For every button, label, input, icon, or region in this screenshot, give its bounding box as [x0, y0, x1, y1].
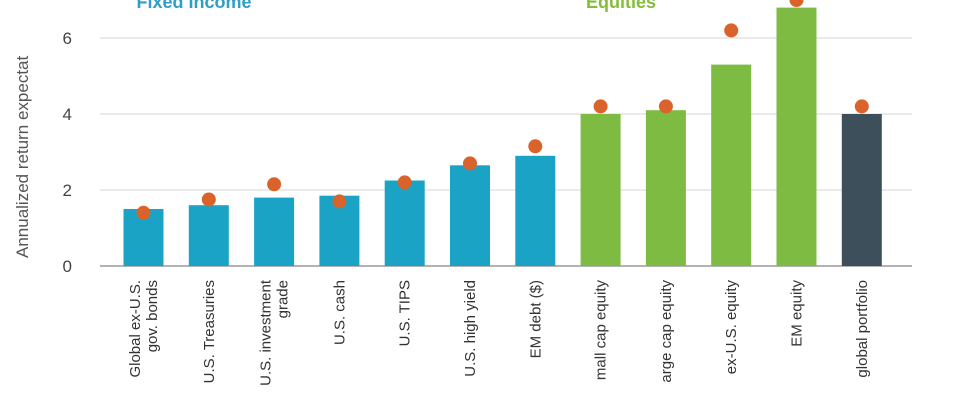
marker — [463, 156, 477, 171]
marker — [397, 175, 412, 190]
x-tick-label: gov. bonds — [144, 280, 161, 352]
marker — [201, 192, 216, 207]
marker — [658, 99, 673, 114]
y-tick-label: 2 — [63, 181, 72, 200]
x-tick-label: global portfolio — [854, 280, 871, 378]
bar — [188, 205, 229, 266]
bar — [711, 64, 752, 266]
x-tick-label: EM equity — [789, 280, 806, 347]
x-tick-label: grade — [275, 280, 292, 318]
y-tick-labels: 0 2 4 6 — [63, 29, 72, 276]
x-tick-label: U.S. Treasuries — [201, 280, 218, 383]
x-tick-label: U.S. cash — [331, 280, 348, 345]
marker — [854, 99, 869, 114]
group-label-equities: Equities — [586, 0, 656, 12]
bars — [123, 7, 882, 266]
x-tick-label: Global ex-U.S. — [127, 280, 144, 378]
bar — [254, 197, 295, 266]
y-tick-label: 4 — [63, 105, 72, 124]
x-tick-label: EM debt ($) — [527, 280, 544, 358]
marker — [267, 177, 282, 192]
x-tick-label: ex-U.S. equity — [723, 280, 740, 375]
bar — [580, 114, 621, 266]
group-label-fixed-income: Fixed Income — [136, 0, 251, 12]
markers — [136, 0, 869, 220]
y-axis-label: Annualized return expectat — [13, 55, 32, 258]
marker — [593, 99, 608, 114]
marker — [724, 23, 739, 38]
x-tick-labels: Global ex-U.S. gov. bonds U.S. Treasuries U… — [127, 279, 871, 386]
x-tick-label: U.S. high yield — [462, 280, 479, 377]
bar — [515, 155, 556, 266]
bar — [776, 7, 817, 266]
y-tick-label: 0 — [63, 257, 72, 276]
x-tick-label: arge cap equity — [658, 280, 675, 383]
bar — [645, 110, 686, 266]
bar — [450, 165, 490, 266]
marker — [789, 0, 804, 7]
bar — [841, 114, 882, 266]
x-tick-label: U.S. TIPS — [397, 280, 414, 346]
marker — [528, 139, 543, 154]
x-tick-label: U.S. investment — [258, 279, 275, 386]
y-tick-label: 6 — [63, 29, 72, 48]
bar — [384, 180, 425, 266]
marker — [136, 205, 151, 220]
marker — [332, 194, 347, 209]
x-tick-label: mall cap equity — [593, 280, 610, 381]
